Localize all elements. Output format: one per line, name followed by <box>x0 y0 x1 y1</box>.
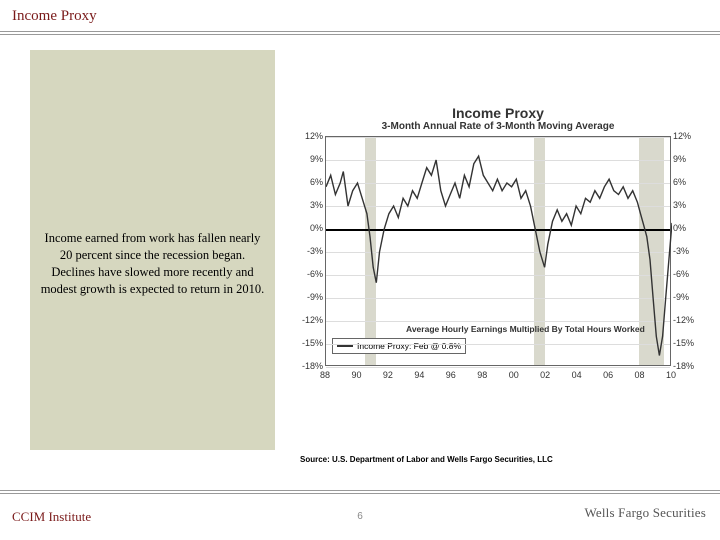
page-number: 6 <box>357 511 363 522</box>
chart-subtitle: 3-Month Annual Rate of 3-Month Moving Av… <box>293 121 703 132</box>
chart-area: Average Hourly Earnings Multiplied By To… <box>293 136 703 386</box>
logo-text: Wells Fargo Securities <box>584 505 706 520</box>
plot-region: Average Hourly Earnings Multiplied By To… <box>325 136 671 366</box>
sidebar-panel: Income earned from work has fallen nearl… <box>30 50 275 450</box>
footer: CCIM Institute 6 Wells Fargo Securities <box>0 490 720 540</box>
slide-title: Income Proxy <box>0 0 720 32</box>
footer-logo: Wells Fargo Securities <box>584 505 706 521</box>
source-text: Source: U.S. Department of Labor and Wel… <box>300 455 553 464</box>
title-text: Income Proxy <box>12 8 97 24</box>
chart-container: Income Proxy 3-Month Annual Rate of 3-Mo… <box>293 105 703 386</box>
sidebar-caption: Income earned from work has fallen nearl… <box>38 230 267 298</box>
footer-left: CCIM Institute <box>12 509 91 525</box>
content-area: Income earned from work has fallen nearl… <box>0 35 720 475</box>
chart-title: Income Proxy <box>293 105 703 121</box>
footer-rule <box>0 493 720 494</box>
